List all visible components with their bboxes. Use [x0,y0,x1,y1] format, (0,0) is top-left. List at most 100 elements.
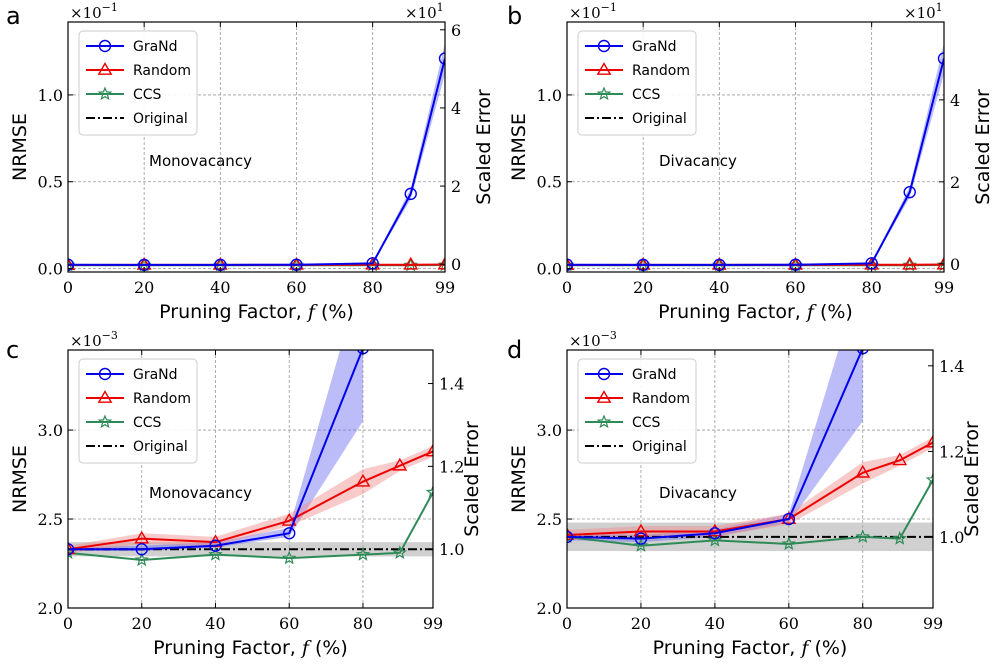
y-tick-label: 0.5 [38,173,63,192]
data-point-ccs [925,472,933,487]
y-tick-label: 1.0 [38,86,63,105]
legend-marker-random [596,390,612,403]
annotation-label: Monovacancy [149,152,252,170]
data-point-ccs [855,529,871,544]
data-point-grand [634,532,648,545]
x-tick-label: 0 [562,614,572,633]
x-tick-label: 40 [705,614,725,633]
series-band-0 [567,350,863,543]
legend-marker-grand [597,367,611,381]
series-band-1 [567,437,933,541]
data-point-random [892,452,908,466]
y-tick-label: 2.5 [537,510,562,529]
y-tick-label: 2.0 [537,599,562,618]
y2-tick-label: 4 [451,99,461,118]
chart-panel-c: 0 20 40 60 80 99 2.0 2.5 3.0 1.0 1.2 1.4 ×10−3 Prunin… [6,329,483,659]
x-tick-label: 20 [134,278,154,297]
x-tick-label: 80 [853,614,873,633]
legend-marker-ccs [596,86,612,101]
y-axis-label: NRMSE [9,445,31,513]
data-point-ccs [68,257,76,272]
x-tick-label: 80 [362,278,382,297]
axes-frame [67,21,446,273]
legend-label-original: Original [133,439,188,455]
data-point-ccs [892,530,907,545]
x-tick-label: 60 [286,278,306,297]
series-line-ccs [567,479,933,547]
data-point-ccs [437,257,445,272]
data-point-ccs [633,538,649,552]
legend: GraNd Random CCS Original [78,30,198,136]
data-point-random [902,256,918,270]
legend: GraNd Random CCS Original [78,358,198,464]
y-exponent: ×10−1 [569,1,617,22]
y2-tick-label: 2 [451,177,461,196]
x-tick-label: 0 [63,614,73,633]
data-point-random [134,530,150,544]
data-point-random [425,443,433,457]
data-point-grand [782,512,796,526]
legend-label-grand: GraNd [133,39,178,55]
legend-label-random: Random [133,63,191,79]
data-point-random [781,511,797,524]
y-tick-label: 2.0 [38,599,63,618]
y-tick-label: 0.0 [38,260,63,279]
x-tick-label: 60 [785,278,805,297]
y2-axis-label: Scaled Error [972,89,994,205]
panel-letter: a [6,2,21,30]
panel-letter: c [6,336,19,364]
legend-box [78,358,198,464]
y-tick-label: 2.5 [38,510,63,529]
data-point-ccs [403,257,418,272]
y2-tick-label: 1.4 [439,375,464,394]
series-line-grand [68,58,445,266]
y2-tick-label: 0 [950,255,960,274]
data-point-ccs [281,550,297,565]
plot-area [567,350,933,552]
series-line-random [68,450,433,551]
data-point-ccs [355,546,371,561]
y2-tick-label: 0 [451,255,461,274]
legend-label-random: Random [632,391,690,407]
x-tick-label: 99 [923,614,943,633]
y2-tick-label: 4 [950,91,960,110]
legend-label-ccs: CCS [632,87,661,103]
legend: GraNd Random CCS Original [577,358,697,464]
annotation-label: Divacancy [659,152,737,170]
x-tick-label: 20 [631,614,651,633]
legend-label-original: Original [632,111,687,127]
chart-panel-a: 0 20 40 60 80 99 0.0 0.5 1.0 0 2 4 6 ×10−1 ×101 Pruning… [6,1,495,323]
x-tick-label: 99 [934,278,954,297]
x-tick-label: 60 [279,614,299,633]
data-point-grand [68,543,75,556]
y2-tick-label: 1.4 [939,357,964,376]
legend-label-ccs: CCS [632,415,661,431]
data-point-ccs [781,536,797,551]
annotation-label: Divacancy [659,484,737,502]
axes-frame [566,21,945,273]
data-point-random [281,512,297,526]
data-point-random [707,523,723,537]
data-point-ccs [208,546,223,561]
data-point-grand [567,258,574,271]
x-tick-label: 40 [709,278,729,297]
plot-area [68,350,433,567]
legend-marker-random [596,62,612,75]
x-tick-label: 40 [210,278,230,297]
x-tick-label: 80 [353,614,373,633]
data-point-ccs [134,552,150,567]
chart-panel-d: 0 20 40 60 80 99 2.0 2.5 3.0 1.0 1.2 1.4 ×10−3 Prunin… [507,329,983,659]
x-tick-label: 60 [779,614,799,633]
legend-marker-grand [98,367,112,381]
data-point-grand [567,530,574,544]
y2-tick-label: 6 [451,21,461,40]
data-point-random [925,434,933,448]
data-point-grand [903,185,916,199]
x-tick-label: 99 [423,614,443,633]
legend-label-original: Original [133,111,188,127]
panel-letter: b [507,2,522,30]
x-axis-label: Pruning Factor, f (%) [159,301,354,323]
legend-marker-grand [98,39,112,53]
legend-label-ccs: CCS [133,87,162,103]
x-tick-label: 0 [562,278,572,297]
